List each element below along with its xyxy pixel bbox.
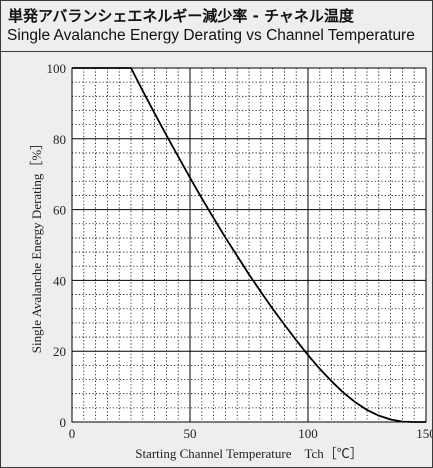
y-tick-label: 20: [53, 344, 66, 359]
derating-curve: [72, 67, 426, 423]
y-tick-label: 40: [53, 273, 66, 288]
tick-labels: 0 50 100 150 0 20 40 60 80 100: [47, 61, 433, 441]
y-tick-label: 60: [53, 203, 66, 218]
title-divider: [1, 51, 432, 52]
y-tick-label: 100: [47, 61, 67, 76]
x-tick-label: 100: [298, 426, 318, 441]
x-tick-label: 50: [184, 426, 197, 441]
derating-chart: 0 50 100 150 0 20 40 60 80 100 Starting Channel T…: [29, 61, 433, 461]
x-tick-label: 150: [416, 426, 432, 441]
y-tick-label: 0: [60, 415, 67, 430]
grid-lines: [72, 68, 426, 422]
data-series: [72, 67, 426, 423]
x-tick-label: 0: [69, 426, 76, 441]
y-tick-label: 80: [53, 132, 66, 147]
x-axis-label: Starting Channel Temperature Tch［℃］: [135, 446, 363, 461]
chart-title-english: Single Avalanche Energy Derating vs Chan…: [7, 27, 415, 44]
chart-title-japanese: 単発アバランシェエネルギー減少率 - チャネル温度: [8, 7, 354, 25]
y-axis-label: Single Avalanche Energy Derating［%］: [29, 137, 44, 354]
